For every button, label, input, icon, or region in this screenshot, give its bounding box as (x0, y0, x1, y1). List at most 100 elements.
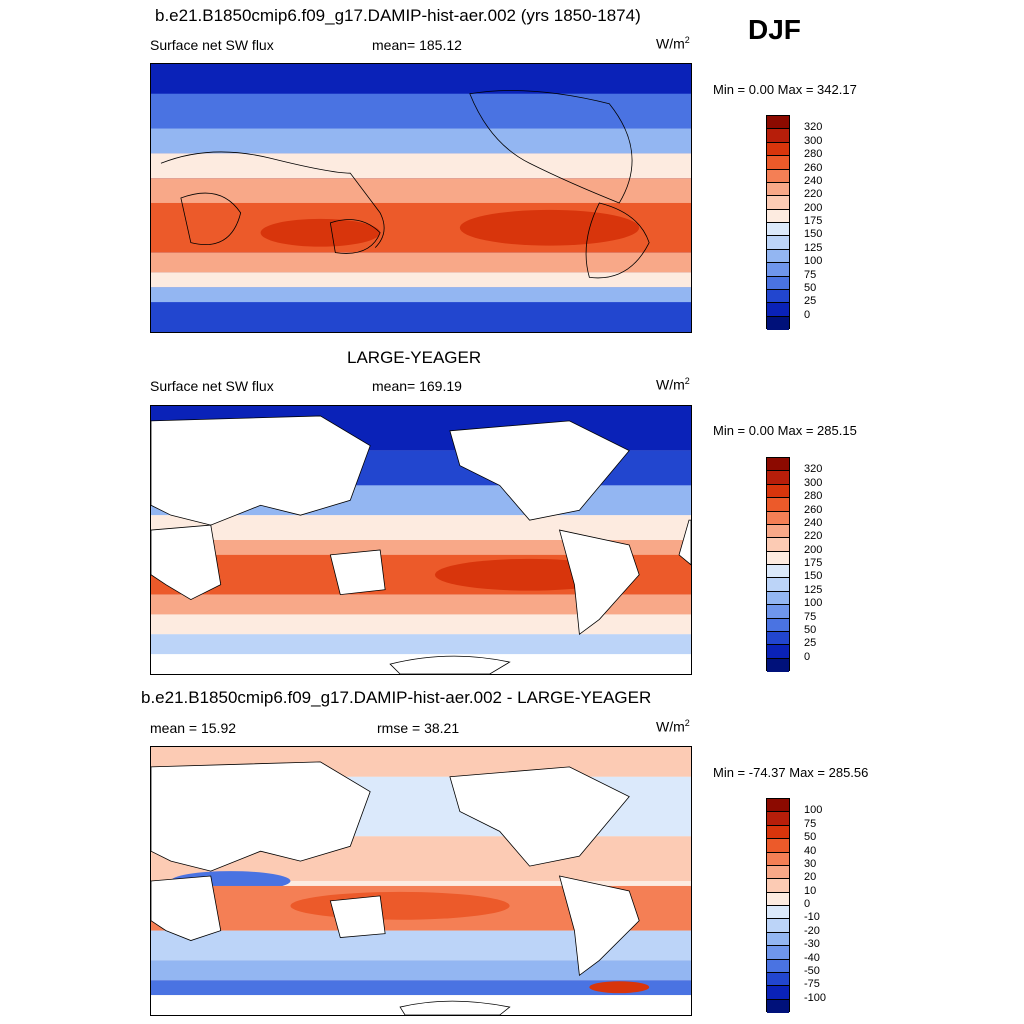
panel-3-map (150, 746, 692, 1016)
colorbar-tick-label: -40 (804, 951, 820, 964)
colorbar-box (767, 511, 789, 525)
season-label: DJF (748, 14, 801, 45)
colorbar-box (767, 591, 789, 606)
colorbar-tick-label: 0 (804, 650, 811, 663)
colorbar-tick-label: 75 (804, 817, 817, 830)
colorbar-box (767, 986, 789, 1000)
panel-1-variable-label: Surface net SW flux (150, 37, 274, 53)
panel-2-variable-label: Surface net SW flux (150, 378, 274, 394)
colorbar-tick-label: -30 (804, 938, 820, 951)
colorbar-box (767, 303, 789, 317)
panel-1-minmax: Min = 0.00 Max = 342.17 (713, 82, 857, 97)
colorbar-box (767, 116, 789, 130)
colorbar-box (767, 565, 789, 579)
colorbar-box (767, 919, 789, 933)
colorbar-tick-label: -100 (804, 991, 827, 1004)
panel-2-map (150, 405, 692, 675)
colorbar-tick-label: 10 (804, 884, 817, 897)
colorbar-box (767, 538, 789, 552)
panel-3-colorbar (766, 798, 790, 1013)
colorbar-box (767, 182, 789, 197)
colorbar-tick-label: 300 (804, 134, 823, 147)
panel-1-title: b.e21.B1850cmip6.f09_g17.DAMIP-hist-aer.… (155, 6, 641, 25)
colorbar-tick-label: 50 (804, 831, 817, 844)
colorbar-tick-label: 0 (804, 898, 811, 910)
colorbar-box (767, 852, 789, 866)
colorbar-tick-label: 240 (804, 174, 823, 187)
panel-1-colorbar (766, 115, 790, 330)
colorbar-box (767, 209, 789, 223)
colorbar-box (767, 236, 789, 250)
panel-3-units: W/m2 (656, 718, 690, 735)
colorbar-tick-label: 30 (804, 857, 817, 870)
colorbar-box (767, 645, 789, 659)
colorbar-tick-label: -20 (804, 924, 820, 937)
colorbar-box (767, 879, 789, 893)
colorbar-box (767, 839, 789, 853)
colorbar-box (767, 999, 789, 1013)
colorbar-tick-label: 75 (804, 610, 817, 623)
colorbar-box (767, 972, 789, 987)
colorbar-box (767, 484, 789, 499)
colorbar-tick-label: 50 (804, 281, 817, 294)
colorbar-tick-label: 25 (804, 295, 817, 308)
colorbar-tick-label: 280 (804, 490, 823, 503)
colorbar-box (767, 825, 789, 840)
colorbar-tick-label: 300 (804, 476, 823, 489)
colorbar-box (767, 524, 789, 539)
colorbar-box (767, 605, 789, 619)
panel-2-minmax: Min = 0.00 Max = 285.15 (713, 423, 857, 438)
colorbar-tick-label: 320 (804, 463, 823, 476)
colorbar-tick-label: 75 (804, 268, 817, 281)
colorbar-tick-label: 0 (804, 308, 811, 321)
colorbar-tick-label: 220 (804, 188, 823, 201)
colorbar-box (767, 142, 789, 157)
colorbar-box (767, 169, 789, 183)
colorbar-box (767, 316, 789, 330)
colorbar-box (767, 458, 789, 472)
colorbar-box (767, 263, 789, 277)
colorbar-tick-label: 150 (804, 228, 823, 241)
panel-3-rmse-label: rmse = 38.21 (377, 720, 460, 736)
colorbar-tick-label: 280 (804, 148, 823, 161)
colorbar-tick-label: 40 (804, 844, 817, 857)
colorbar-box (767, 892, 789, 906)
colorbar-tick-label: 125 (804, 241, 823, 254)
colorbar-box (767, 906, 789, 920)
panel-2-colorbar (766, 457, 790, 672)
colorbar-box (767, 618, 789, 632)
colorbar-tick-label: 150 (804, 570, 823, 583)
panel-2-mean-label: mean= 169.19 (372, 378, 462, 394)
panel-1-map (150, 63, 692, 333)
colorbar-box (767, 932, 789, 947)
colorbar-tick-label: 25 (804, 637, 817, 650)
colorbar-box (767, 471, 789, 485)
colorbar-tick-label: 260 (804, 503, 823, 516)
colorbar-tick-label: 175 (804, 215, 823, 227)
colorbar-tick-label: 200 (804, 201, 823, 214)
colorbar-tick-label: 240 (804, 516, 823, 529)
colorbar-tick-label: -50 (804, 964, 820, 977)
colorbar-box (767, 812, 789, 826)
colorbar-box (767, 578, 789, 592)
colorbar-tick-label: 100 (804, 597, 823, 610)
colorbar-tick-label: 20 (804, 871, 817, 884)
colorbar-tick-label: 100 (804, 255, 823, 268)
colorbar-box (767, 865, 789, 880)
colorbar-tick-label: 100 (804, 804, 823, 817)
colorbar-box (767, 658, 789, 672)
colorbar-box (767, 129, 789, 143)
panel-3-mean-label: mean = 15.92 (150, 720, 237, 736)
colorbar-tick-label: 220 (804, 530, 823, 543)
colorbar-box (767, 799, 789, 813)
colorbar-tick-label: 320 (804, 121, 823, 134)
colorbar-box (767, 276, 789, 290)
colorbar-tick-label: -75 (804, 978, 820, 991)
colorbar-box (767, 196, 789, 210)
colorbar-box (767, 156, 789, 170)
colorbar-tick-label: 260 (804, 161, 823, 174)
colorbar-tick-label: 200 (804, 543, 823, 556)
colorbar-box (767, 631, 789, 646)
colorbar-box (767, 551, 789, 565)
colorbar-tick-label: 125 (804, 583, 823, 596)
